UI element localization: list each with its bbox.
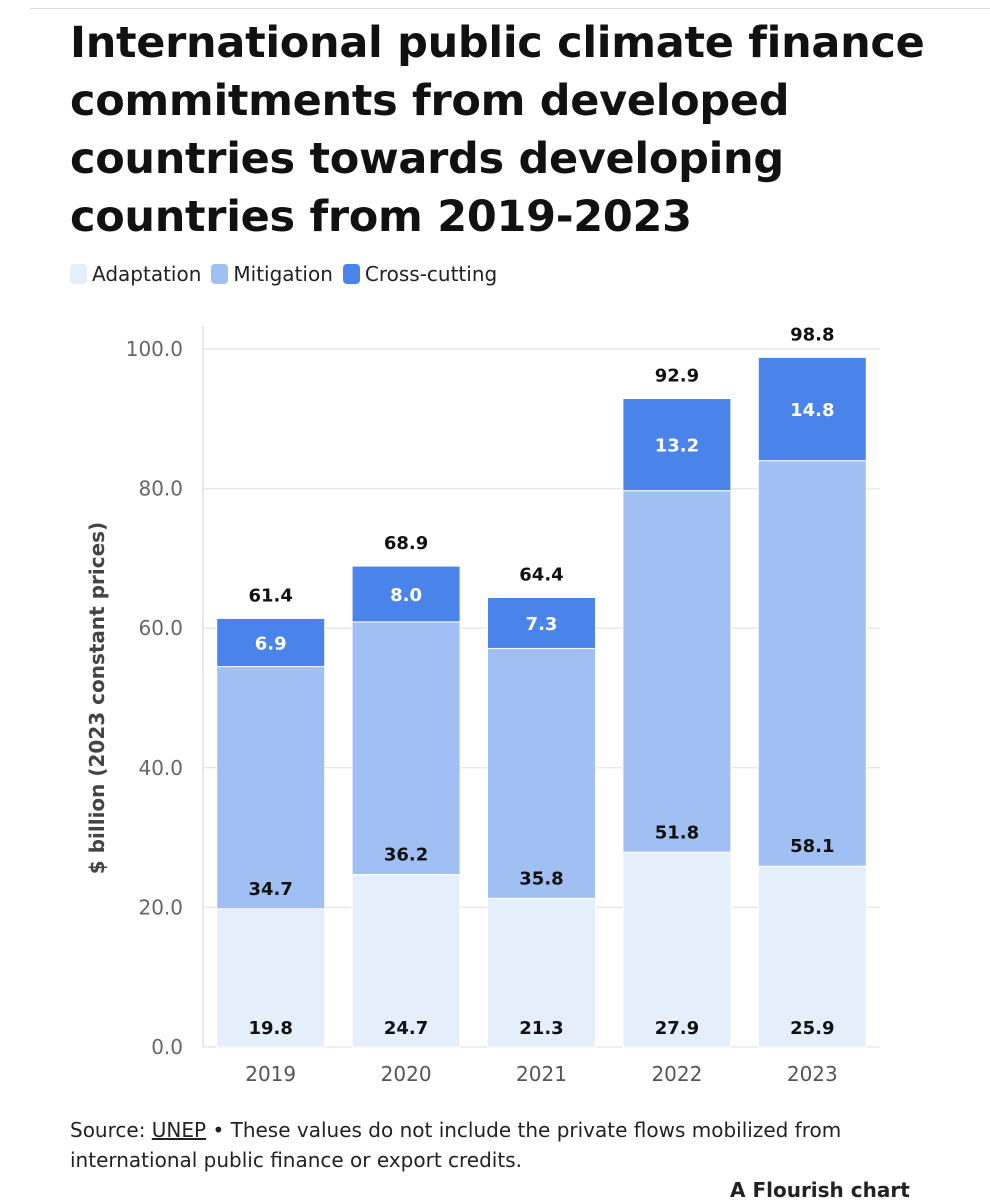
legend-item-cross-cutting[interactable]: Cross-cutting — [342, 262, 498, 286]
legend-item-mitigation[interactable]: Mitigation — [211, 262, 333, 286]
y-tick-label: 80.0 — [138, 477, 183, 501]
bar-segment-cross-cutting — [487, 596, 596, 649]
chart-plot: 0.0 20.0 40.0 60.0 80.0 100.0 $ billion (2023 … — [85, 324, 880, 1086]
legend-label: Mitigation — [233, 262, 333, 286]
total-label: 68.9 — [384, 533, 428, 554]
y-tick-label: 20.0 — [138, 895, 183, 919]
data-label: 8.0 — [390, 585, 422, 606]
total-label: 64.4 — [519, 564, 563, 585]
bar-segment-cross-cutting — [351, 565, 461, 623]
data-label: 6.9 — [255, 634, 287, 655]
y-tick-label: 60.0 — [138, 616, 183, 640]
legend-label: Adaptation — [92, 262, 202, 286]
total-label: 92.9 — [655, 366, 699, 387]
y-axis-title: $ billion (2023 constant prices) — [85, 522, 109, 874]
data-label: 51.8 — [655, 822, 699, 843]
bar-segment-cross-cutting — [216, 617, 326, 668]
data-label: 36.2 — [384, 845, 428, 866]
chart-title: International public climate finance com… — [70, 18, 925, 242]
bar-segment-adaptation — [216, 908, 326, 1048]
bar-segment-adaptation — [487, 897, 596, 1048]
data-label: 14.8 — [790, 400, 834, 421]
bar-segment-adaptation — [351, 874, 461, 1048]
y-tick-label: 100.0 — [126, 337, 183, 361]
bar-segment-adaptation — [757, 865, 867, 1048]
data-label: 24.7 — [384, 1018, 428, 1039]
legend: Adaptation Mitigation Cross-cutting — [70, 262, 497, 286]
bar-segment-mitigation — [622, 490, 732, 853]
source-link[interactable]: UNEP — [151, 1118, 207, 1142]
x-tick-label: 2023 — [787, 1062, 838, 1086]
data-label: 7.3 — [526, 614, 558, 635]
data-label: 25.9 — [790, 1018, 834, 1039]
legend-item-adaptation[interactable]: Adaptation — [70, 262, 201, 286]
x-tick-label: 2022 — [651, 1062, 702, 1086]
footer: Source: UNEP • These values do not inclu… — [70, 1115, 930, 1175]
bar-segment-adaptation — [622, 851, 732, 1048]
y-tick-label: 40.0 — [138, 756, 183, 780]
x-tick-label: 2019 — [245, 1062, 296, 1086]
total-label: 61.4 — [248, 585, 292, 606]
data-label: 34.7 — [248, 879, 292, 900]
legend-swatch — [342, 264, 360, 284]
footer-note: • These values do not include the privat… — [70, 1118, 842, 1172]
x-tick-label: 2020 — [381, 1062, 432, 1086]
y-tick-label: 0.0 — [151, 1035, 183, 1059]
flourish-credit[interactable]: A Flourish chart — [730, 1178, 910, 1202]
bar-segment-mitigation — [216, 666, 326, 910]
legend-label: Cross-cutting — [364, 262, 498, 286]
data-label: 21.3 — [519, 1018, 563, 1039]
x-tick-label: 2021 — [516, 1062, 567, 1086]
legend-swatch — [211, 264, 229, 284]
data-label: 58.1 — [790, 836, 834, 857]
bar-segment-cross-cutting — [757, 356, 867, 462]
data-label: 27.9 — [655, 1018, 699, 1039]
legend-swatch — [70, 264, 87, 284]
bar-segment-mitigation — [351, 621, 461, 876]
data-label: 13.2 — [655, 436, 699, 457]
bar-segment-mitigation — [757, 460, 867, 867]
total-label: 98.8 — [790, 324, 834, 345]
data-label: 19.8 — [248, 1018, 292, 1039]
source-label: Source: — [70, 1118, 146, 1142]
bar-segment-mitigation — [487, 647, 596, 899]
top-divider — [30, 8, 990, 9]
data-label: 35.8 — [519, 868, 563, 889]
bar-segment-cross-cutting — [622, 398, 732, 492]
